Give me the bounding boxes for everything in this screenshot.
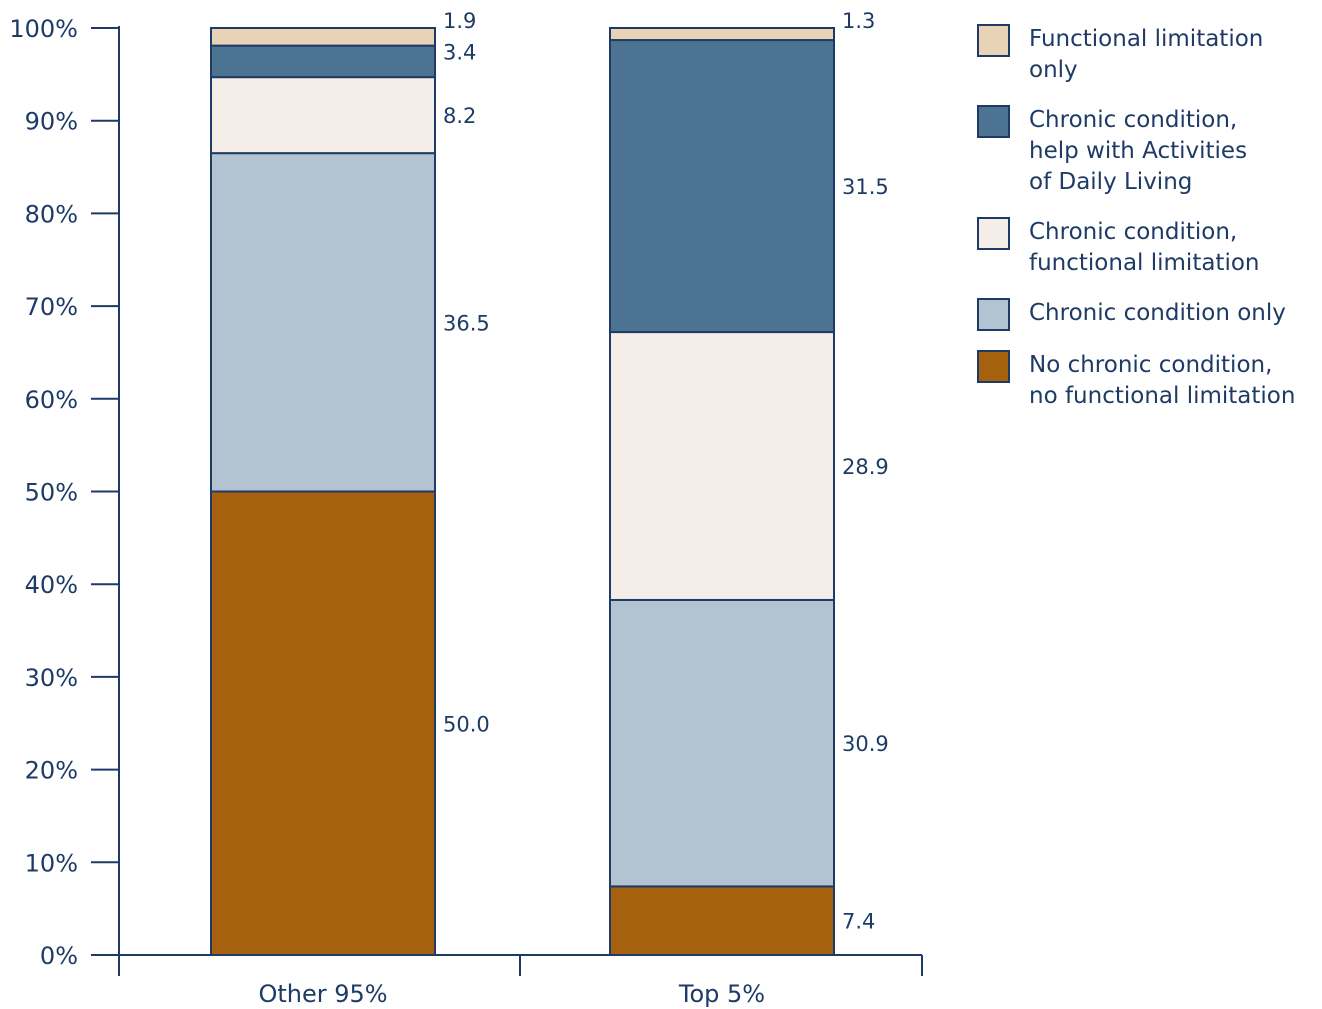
y-tick-label: 80% — [25, 200, 78, 228]
data-label: 28.9 — [842, 455, 889, 479]
bar-segment — [210, 76, 436, 155]
legend-item-no-chronic: No chronic condition, no functional limi… — [977, 350, 1317, 412]
y-tick-label: 100% — [9, 15, 78, 43]
legend-item-chronic-only: Chronic condition only — [977, 298, 1317, 331]
legend-label: Chronic condition, help with Activities … — [1029, 107, 1248, 195]
y-tick-label: 30% — [25, 664, 78, 692]
data-label: 1.3 — [842, 9, 875, 33]
data-label: 8.2 — [443, 104, 476, 128]
y-tick-label: 60% — [25, 386, 78, 414]
bar-segment — [609, 39, 835, 334]
legend-swatch — [977, 350, 1010, 383]
x-tick-label: Top 5% — [678, 980, 765, 1008]
data-label: 3.4 — [443, 41, 476, 65]
data-label: 36.5 — [443, 311, 490, 335]
legend-swatch — [977, 298, 1010, 331]
bar-segment — [609, 331, 835, 601]
data-label: 7.4 — [842, 910, 875, 934]
legend-label: Functional limitation only — [1029, 26, 1264, 83]
data-label: 50.0 — [443, 712, 490, 736]
y-tick-label: 0% — [40, 942, 78, 970]
legend: Functional limitation only Chronic condi… — [977, 24, 1317, 431]
bar-segment — [210, 27, 436, 47]
y-tick-label: 70% — [25, 293, 78, 321]
legend-swatch — [977, 217, 1010, 250]
legend-item-chronic-functional: Chronic condition, functional limitation — [977, 217, 1317, 279]
y-tick-label: 50% — [25, 479, 78, 507]
data-label: 1.9 — [443, 9, 476, 33]
bar-segment — [210, 490, 436, 956]
y-tick-label: 40% — [25, 571, 78, 599]
data-label: 30.9 — [842, 732, 889, 756]
legend-label: Chronic condition only — [1029, 300, 1286, 326]
y-tick-label: 10% — [25, 849, 78, 877]
y-tick-label: 20% — [25, 757, 78, 785]
legend-item-chronic-adl: Chronic condition, help with Activities … — [977, 105, 1317, 198]
x-tick-label: Other 95% — [258, 980, 387, 1008]
bar-segment — [609, 27, 835, 42]
y-tick-label: 90% — [25, 108, 78, 136]
legend-swatch — [977, 105, 1010, 138]
bar-segment — [210, 44, 436, 79]
bar-segment — [210, 152, 436, 493]
bar-segment — [609, 598, 835, 888]
bar-segment — [609, 885, 835, 956]
data-label: 31.5 — [842, 175, 889, 199]
legend-item-functional-limitation-only: Functional limitation only — [977, 24, 1317, 86]
legend-label: No chronic condition, no functional limi… — [1029, 352, 1296, 409]
legend-label: Chronic condition, functional limitation — [1029, 219, 1260, 276]
legend-swatch — [977, 24, 1010, 57]
